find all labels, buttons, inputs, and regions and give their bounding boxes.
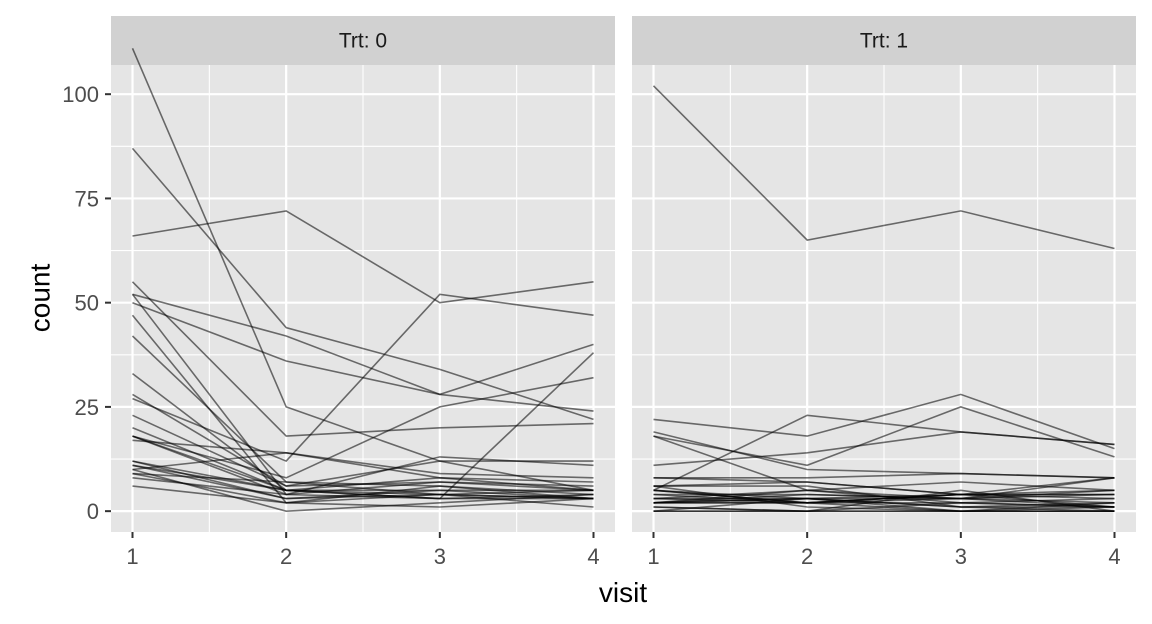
series-line (132, 293, 594, 396)
y-tick-label: 25 (75, 395, 99, 420)
series-line (132, 460, 594, 500)
facet-strip-label: Trt: 0 (339, 30, 387, 53)
series-line (132, 468, 594, 513)
series-line (653, 406, 1115, 467)
x-tick-label: 3 (434, 544, 446, 569)
series-line (132, 376, 594, 479)
facet-panel-1: Trt: 1 1 2 3 4 (632, 16, 1136, 569)
y-tick-label: 75 (75, 186, 99, 211)
y-axis-title: count (25, 264, 56, 333)
x-tick-label: 1 (126, 544, 138, 569)
x-tick-label: 2 (801, 544, 813, 569)
series-line (653, 472, 1115, 479)
series-line (653, 477, 1115, 504)
facet-strip (632, 16, 1136, 65)
x-tick-label: 3 (955, 544, 967, 569)
x-tick-label: 2 (280, 544, 292, 569)
series-line (653, 501, 1115, 508)
series-line (131, 281, 594, 437)
series-line (131, 147, 594, 421)
series-line (132, 451, 594, 479)
facet-panel-0: Trt: 0 1 2 3 4 0 25 50 75 100 (62, 16, 615, 569)
series-line (132, 435, 594, 496)
series-line (653, 393, 1115, 450)
series-line (132, 393, 594, 487)
x-tick-label: 1 (647, 544, 659, 569)
facet-strip (111, 16, 615, 65)
y-tick-label: 50 (75, 291, 99, 316)
series-line (132, 210, 594, 304)
series-line (652, 85, 1115, 250)
x-axis-title: visit (599, 577, 647, 608)
facet-strip-label: Trt: 1 (860, 30, 908, 53)
series-line (132, 301, 594, 412)
series-line (132, 472, 594, 504)
series-line (132, 472, 594, 508)
series-line (131, 314, 594, 508)
x-tick-label: 4 (587, 544, 599, 569)
y-tick-label: 100 (62, 82, 99, 107)
series-line (653, 485, 1115, 513)
y-tick-label: 0 (87, 499, 99, 524)
series-line (653, 477, 1115, 496)
x-tick-label: 4 (1108, 544, 1120, 569)
series-line (653, 414, 1115, 492)
